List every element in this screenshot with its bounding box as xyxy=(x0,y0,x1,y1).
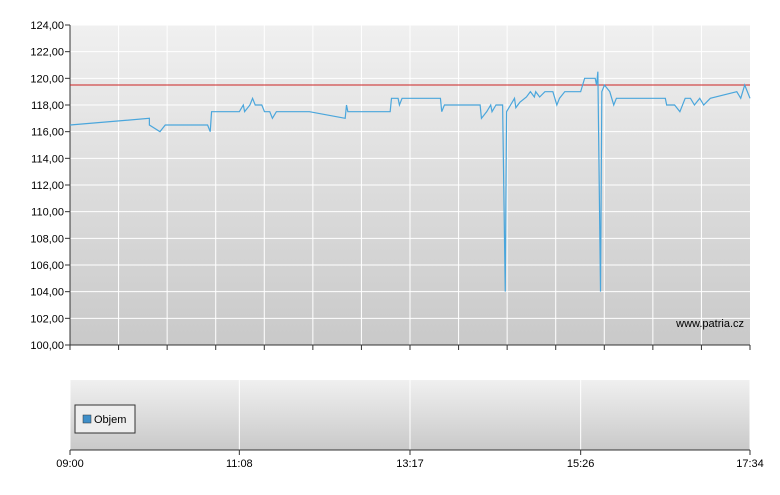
y-tick-label: 116,00 xyxy=(31,127,64,139)
y-tick-label: 122,00 xyxy=(30,47,64,59)
watermark: www.patria.cz xyxy=(675,318,744,330)
y-tick-label: 100,00 xyxy=(30,340,64,352)
y-tick-label: 120,00 xyxy=(30,73,64,85)
y-tick-label: 110,00 xyxy=(31,207,64,219)
x-tick-label: 13:17 xyxy=(396,458,424,470)
legend-swatch xyxy=(82,414,92,424)
x-tick-label: 15:26 xyxy=(567,458,595,470)
y-tick-label: 112,00 xyxy=(31,180,64,192)
y-tick-label: 114,00 xyxy=(31,153,64,165)
price-line xyxy=(69,71,751,292)
x-tick-label: 17:34 xyxy=(736,458,764,470)
y-tick-label: 102,00 xyxy=(30,313,64,325)
legend-label: Objem xyxy=(94,414,126,426)
y-tick-label: 124,00 xyxy=(30,20,64,32)
y-tick-label: 106,00 xyxy=(30,260,64,272)
x-tick-label: 09:00 xyxy=(56,458,84,470)
x-tick-label: 11:08 xyxy=(226,458,253,470)
y-tick-label: 118,00 xyxy=(31,100,64,112)
y-tick-label: 108,00 xyxy=(30,233,64,245)
y-tick-label: 104,00 xyxy=(30,287,64,299)
